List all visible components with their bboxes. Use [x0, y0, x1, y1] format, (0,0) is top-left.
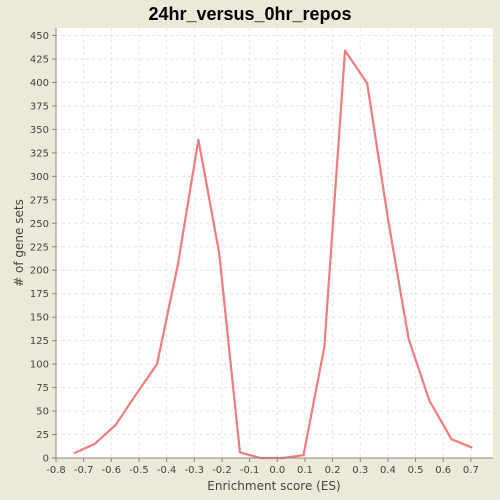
- x-tick-label: 0.0: [269, 465, 285, 476]
- grid-lines: [55, 28, 493, 459]
- x-axis-label: Enrichment score (ES): [207, 479, 340, 493]
- x-tick-label: 0.5: [408, 465, 424, 476]
- y-tick-label: 450: [30, 31, 49, 42]
- y-tick-label: 425: [30, 54, 49, 65]
- x-axis: -0.8 -0.7 -0.6 -0.5 -0.4 -0.3 -0.2 -0.1 0.0 0.1 0.…: [46, 457, 493, 476]
- y-tick-label: 400: [30, 78, 49, 89]
- y-tick-label: 275: [30, 195, 49, 206]
- plot-area: [56, 28, 493, 458]
- y-tick-label: 375: [30, 101, 49, 112]
- y-tick-label: 175: [30, 289, 49, 300]
- x-tick-label: -0.7: [74, 465, 94, 476]
- y-axis-label: # of gene sets: [12, 199, 26, 287]
- y-tick-label: 325: [30, 148, 49, 159]
- y-tick-label: 25: [36, 430, 49, 441]
- y-tick-label: 150: [30, 313, 49, 324]
- x-tick-label: -0.5: [129, 465, 149, 476]
- y-tick-label: 200: [30, 266, 49, 277]
- y-axis: 0 25 50 75 100 125 150 175 200 225 250 275 300 325 350…: [30, 28, 57, 465]
- x-tick-label: 0.7: [463, 465, 479, 476]
- chart-title: 24hr_versus_0hr_repos: [148, 4, 351, 24]
- y-tick-label: 350: [30, 125, 49, 136]
- x-tick-label: -0.3: [185, 465, 205, 476]
- y-tick-label: 300: [30, 172, 49, 183]
- y-tick-label: 75: [36, 383, 49, 394]
- x-tick-label: 0.3: [352, 465, 368, 476]
- x-tick-label: -0.1: [240, 465, 260, 476]
- y-tick-label: 225: [30, 242, 49, 253]
- x-tick-label: 0.2: [325, 465, 341, 476]
- x-tick-label: -0.6: [102, 465, 122, 476]
- x-tick-label: 0.1: [297, 465, 313, 476]
- x-tick-label: 0.6: [435, 465, 451, 476]
- y-tick-label: 125: [30, 336, 49, 347]
- y-tick-label: 250: [30, 219, 49, 230]
- x-tick-label: -0.2: [212, 465, 232, 476]
- x-tick-label: -0.8: [46, 465, 66, 476]
- y-tick-label: 0: [43, 454, 49, 465]
- x-tick-label: -0.4: [157, 465, 177, 476]
- y-tick-label: 50: [36, 407, 49, 418]
- y-tick-label: 100: [30, 360, 49, 371]
- x-tick-label: 0.4: [380, 465, 396, 476]
